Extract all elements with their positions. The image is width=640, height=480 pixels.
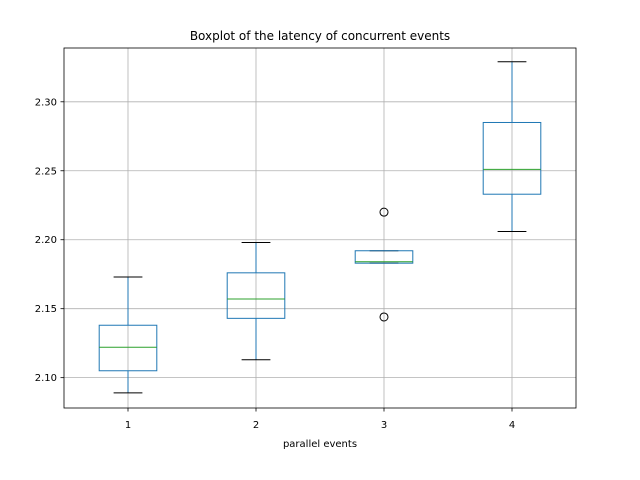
plot-frame — [63, 47, 577, 409]
box-series — [98, 61, 542, 394]
outlier-point — [379, 312, 389, 322]
box-3 — [354, 207, 414, 322]
y-tick-label: 2.10 — [35, 373, 57, 384]
x-tick-label: 3 — [381, 420, 387, 431]
iqr-box — [98, 324, 158, 372]
iqr-box — [482, 121, 542, 195]
box-4 — [482, 61, 542, 232]
box-2 — [226, 241, 286, 361]
iqr-box — [226, 272, 286, 319]
chart-title: Boxplot of the latency of concurrent eve… — [190, 29, 450, 43]
y-tick-label: 2.25 — [35, 166, 57, 177]
y-tick-label: 2.30 — [35, 97, 57, 108]
outlier-point — [379, 207, 389, 217]
y-tick-label: 2.15 — [35, 304, 57, 315]
x-tick-label: 4 — [509, 420, 515, 431]
box-1 — [98, 276, 158, 394]
y-tick-label: 2.20 — [35, 235, 57, 246]
x-axis: 1 2 3 4 — [125, 408, 515, 431]
y-axis: 2.10 2.15 2.20 2.25 2.30 — [35, 97, 64, 384]
x-tick-label: 2 — [253, 420, 259, 431]
x-axis-label: parallel events — [283, 439, 357, 450]
x-tick-label: 1 — [125, 420, 131, 431]
iqr-box — [354, 250, 414, 264]
